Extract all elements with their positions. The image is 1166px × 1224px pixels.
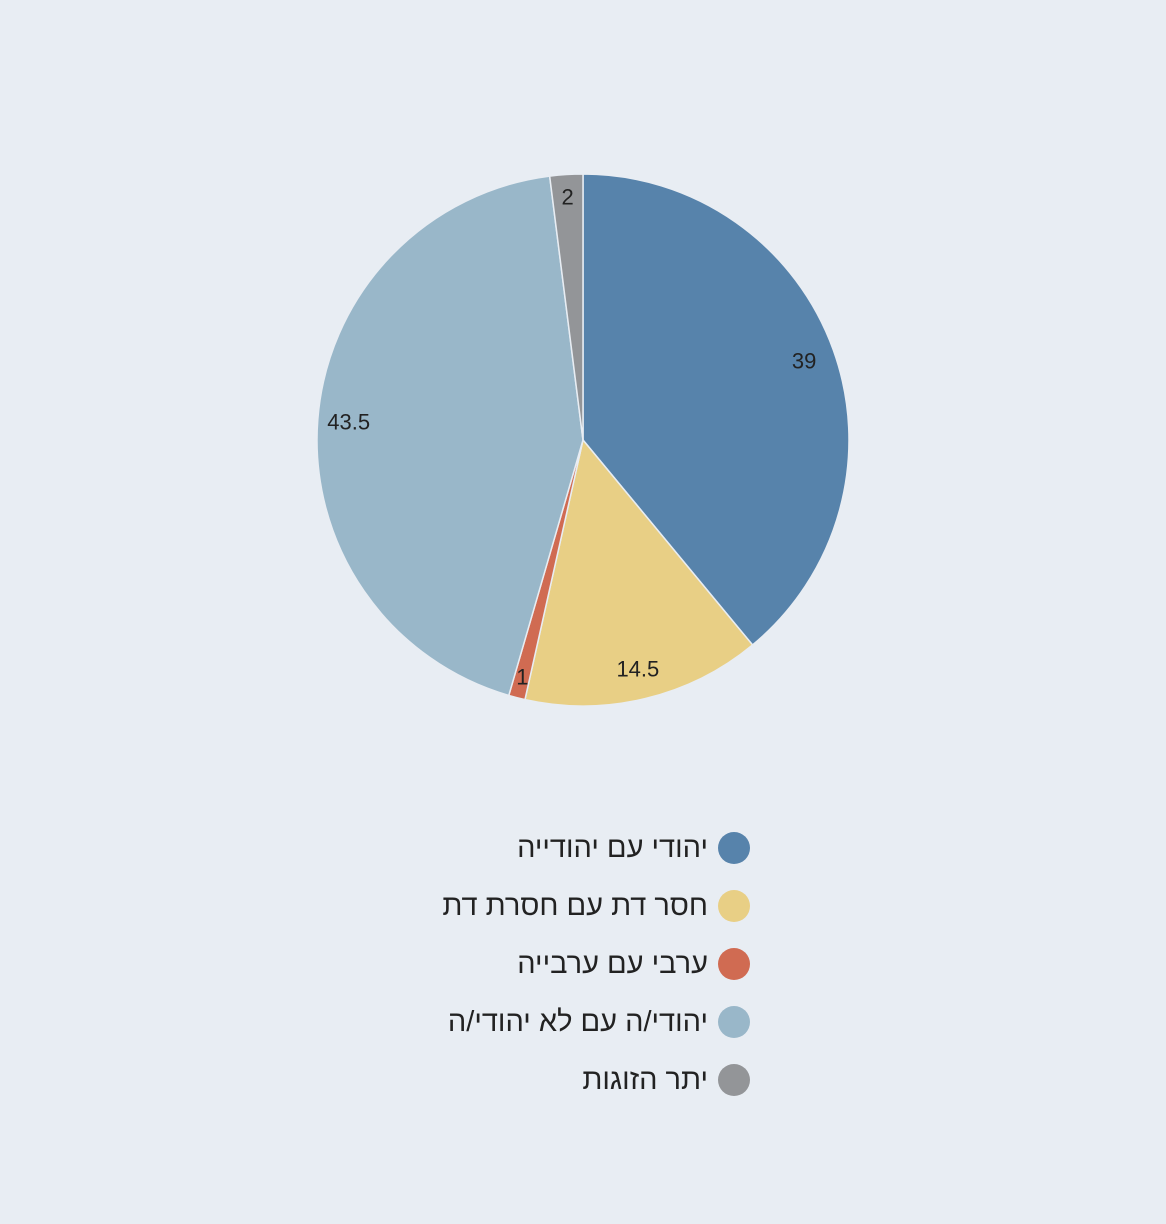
legend-item: יתר הזוגות bbox=[582, 1058, 750, 1102]
legend-swatch bbox=[718, 1006, 750, 1038]
pie-slice-3 bbox=[316, 175, 584, 697]
pie-slice-4 bbox=[548, 173, 584, 441]
data-label-1: 14.5 bbox=[616, 657, 659, 682]
legend: יהודי עם יהודייה חסר דת עם חסרת דת ערבי עם… bbox=[442, 826, 750, 1102]
data-label-2: 1 bbox=[516, 664, 528, 689]
pie-chart: 39 14.5 1 43.5 2 bbox=[316, 173, 850, 707]
legend-label: יתר הזוגות bbox=[582, 1063, 708, 1096]
legend-label: ערבי עם ערבייה bbox=[517, 947, 708, 980]
legend-item: יהודי עם יהודייה bbox=[517, 826, 750, 870]
legend-label: חסר דת עם חסרת דת bbox=[442, 889, 708, 922]
legend-label: יהודי עם יהודייה bbox=[517, 831, 708, 864]
legend-label: יהודי/ה עם לא יהודי/ה bbox=[447, 1005, 708, 1038]
legend-item: יהודי/ה עם לא יהודי/ה bbox=[448, 1000, 750, 1044]
pie-slice-0 bbox=[582, 173, 850, 647]
legend-item: חסר דת עם חסרת דת bbox=[442, 884, 750, 928]
legend-swatch bbox=[718, 832, 750, 864]
data-label-4: 2 bbox=[562, 184, 574, 209]
pie-slice-1 bbox=[524, 438, 754, 707]
legend-swatch bbox=[718, 890, 750, 922]
legend-swatch bbox=[718, 948, 750, 980]
legend-swatch bbox=[718, 1064, 750, 1096]
legend-item: ערבי עם ערבייה bbox=[517, 942, 750, 986]
data-label-0: 39 bbox=[792, 348, 816, 373]
data-label-3: 43.5 bbox=[327, 410, 370, 435]
